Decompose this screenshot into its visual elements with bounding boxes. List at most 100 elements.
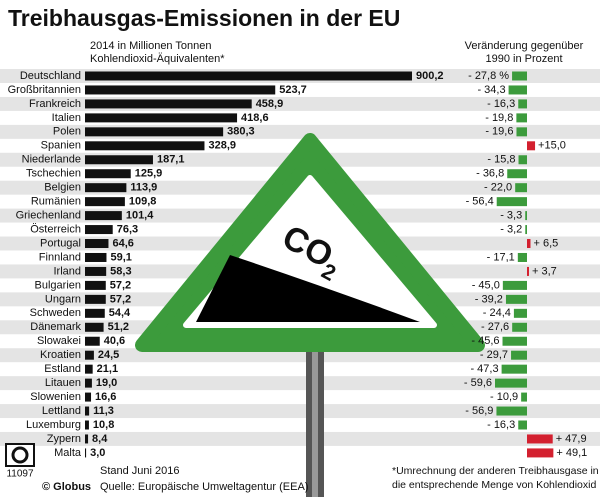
category-label: Spanien <box>41 140 81 152</box>
footer-source: Quelle: Europäische Umweltagentur (EEA) <box>100 481 308 493</box>
bar <box>85 378 92 388</box>
value-label: 19,0 <box>96 377 117 389</box>
bar <box>85 308 105 318</box>
category-label: Kroatien <box>40 349 81 361</box>
change-bar <box>527 266 529 276</box>
bar <box>85 141 205 151</box>
change-bar <box>513 308 527 318</box>
category-label: Luxemburg <box>26 419 81 431</box>
category-label: Österreich <box>30 223 81 235</box>
category-label: Frankreich <box>29 98 81 110</box>
change-label: - 22,0 <box>484 182 512 194</box>
row-stripe <box>0 376 600 391</box>
change-label: - 47,3 <box>470 363 498 375</box>
footer-number: 11097 <box>6 469 34 480</box>
subtitle-right: 1990 in Prozent <box>485 53 562 65</box>
change-bar <box>501 364 527 374</box>
bar <box>85 169 131 179</box>
category-label: Tschechien <box>26 168 81 180</box>
change-label: - 19,6 <box>485 126 513 138</box>
category-label: Ungarn <box>45 293 81 305</box>
change-bar <box>527 434 553 444</box>
bar <box>85 448 87 458</box>
change-label: - 16,3 <box>487 419 515 431</box>
category-label: Bulgarien <box>35 279 81 291</box>
value-label: 900,2 <box>416 70 444 82</box>
change-bar <box>518 99 527 109</box>
change-label: + 49,1 <box>556 447 587 459</box>
value-label: 10,8 <box>93 419 114 431</box>
category-label: Malta <box>54 447 82 459</box>
change-bar <box>516 127 527 137</box>
change-label: - 39,2 <box>475 293 503 305</box>
change-label: - 36,8 <box>476 168 504 180</box>
change-bar <box>512 322 527 332</box>
change-label: - 45,6 <box>471 335 499 347</box>
change-bar <box>515 183 527 193</box>
logo-box <box>5 443 35 467</box>
change-bar <box>525 225 527 235</box>
sign-pole-highlight <box>312 330 318 497</box>
value-label: 380,3 <box>227 126 255 138</box>
change-label: - 27,8 % <box>468 70 509 82</box>
bars: Deutschland 900,2 Großbritannien 523,7 Frank… <box>8 70 588 459</box>
change-bar <box>527 448 554 458</box>
change-label: - 3,2 <box>500 223 522 235</box>
change-label: - 56,4 <box>466 196 494 208</box>
bar <box>85 280 106 290</box>
bar <box>85 336 100 346</box>
logo-mark <box>11 446 29 464</box>
change-bar <box>496 197 527 207</box>
value-label: 40,6 <box>104 335 125 347</box>
category-label: Irland <box>53 265 81 277</box>
bar <box>85 239 109 249</box>
value-label: 54,4 <box>109 307 131 319</box>
change-bar <box>518 420 527 430</box>
category-label: Italien <box>52 112 81 124</box>
value-label: 109,8 <box>129 196 157 208</box>
sign-slope <box>196 255 420 322</box>
category-label: Deutschland <box>20 70 81 82</box>
value-label: 58,3 <box>110 265 131 277</box>
bar <box>85 434 89 444</box>
value-label: 64,6 <box>112 237 133 249</box>
footnote: die entsprechende Menge von Kohlendioxid <box>392 479 596 491</box>
category-label: Slowakei <box>37 335 81 347</box>
bar <box>85 322 104 332</box>
change-bar <box>525 211 527 221</box>
change-label: - 45,0 <box>472 279 500 291</box>
subtitle-right: Veränderung gegenüber <box>465 40 584 52</box>
change-label: - 27,6 <box>481 321 509 333</box>
value-label: 523,7 <box>279 84 307 96</box>
change-bar <box>508 85 527 95</box>
change-bar <box>502 280 527 290</box>
bar <box>85 364 93 374</box>
bar <box>85 197 125 207</box>
chart-title: Treibhausgas-Emissionen in der EU <box>8 5 400 31</box>
footer-date: Stand Juni 2016 <box>100 465 180 477</box>
value-label: 21,1 <box>97 363 118 375</box>
value-label: 57,2 <box>110 279 131 291</box>
value-label: 113,9 <box>130 182 157 194</box>
change-label: - 19,8 <box>485 112 513 124</box>
change-bar <box>521 392 527 402</box>
category-label: Estland <box>44 363 81 375</box>
change-label: - 15,8 <box>487 154 515 166</box>
value-label: 11,3 <box>93 405 114 417</box>
bar <box>85 392 92 402</box>
category-label: Rumänien <box>31 196 81 208</box>
bar <box>85 71 412 81</box>
change-label: - 10,9 <box>490 391 518 403</box>
bar <box>85 127 224 137</box>
category-label: Schweden <box>30 307 81 319</box>
change-label: + 47,9 <box>556 433 587 445</box>
change-label: - 59,6 <box>464 377 492 389</box>
category-label: Litauen <box>45 377 81 389</box>
value-label: 51,2 <box>108 321 129 333</box>
category-label: Zypern <box>47 433 81 445</box>
bar <box>85 211 122 221</box>
change-bar <box>518 155 527 165</box>
change-label: - 56,9 <box>465 405 493 417</box>
change-bar <box>527 239 531 249</box>
